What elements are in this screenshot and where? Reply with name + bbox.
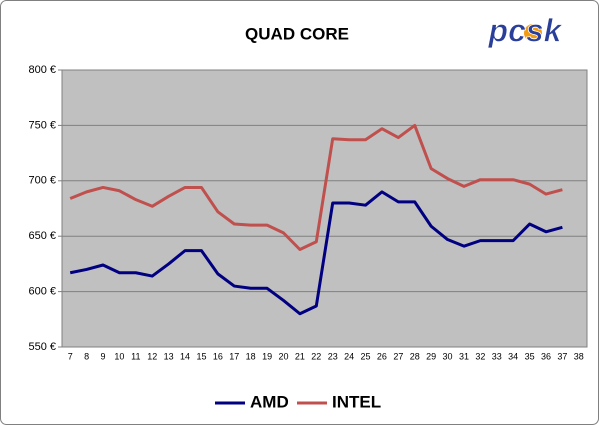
- legend-label: INTEL: [332, 392, 381, 411]
- x-tick-label: 18: [246, 351, 256, 361]
- y-tick-label: 700 €: [28, 175, 56, 187]
- x-tick-label: 36: [541, 351, 551, 361]
- plot-area: [61, 69, 588, 348]
- x-tick-label: 27: [393, 351, 403, 361]
- x-tick-label: 7: [68, 351, 73, 361]
- x-tick-label: 34: [508, 351, 518, 361]
- x-tick-label: 21: [295, 351, 305, 361]
- x-tick-label: 16: [213, 351, 223, 361]
- x-tick-label: 32: [475, 351, 485, 361]
- x-tick-label: 28: [410, 351, 420, 361]
- x-tick-label: 26: [377, 351, 387, 361]
- x-tick-label: 8: [84, 351, 89, 361]
- y-tick-label: 650 €: [28, 230, 56, 242]
- y-tick-label: 600 €: [28, 286, 56, 298]
- x-tick-label: 25: [361, 351, 371, 361]
- x-tick-label: 22: [311, 351, 321, 361]
- y-tick-label: 800 €: [28, 64, 56, 76]
- x-tick-label: 14: [180, 351, 190, 361]
- x-tick-label: 35: [525, 351, 535, 361]
- x-tick-label: 15: [196, 351, 206, 361]
- y-tick-label: 550 €: [28, 341, 56, 353]
- x-tick-label: 20: [278, 351, 288, 361]
- x-tick-label: 24: [344, 351, 354, 361]
- x-tick-label: 13: [164, 351, 174, 361]
- x-tick-label: 10: [114, 351, 124, 361]
- logo-flame: [524, 24, 542, 42]
- line-series: [69, 123, 563, 251]
- x-tick-label: 38: [574, 351, 584, 361]
- x-tick-label: 31: [459, 351, 469, 361]
- x-tick-label: 29: [426, 351, 436, 361]
- x-tick-label: 30: [443, 351, 453, 361]
- y-tick-label: 750 €: [28, 119, 56, 131]
- x-tick-label: 19: [262, 351, 272, 361]
- x-tick-label: 37: [557, 351, 567, 361]
- x-tick-label: 23: [328, 351, 338, 361]
- x-tick-label: 12: [147, 351, 157, 361]
- logo: pcsk: [488, 12, 564, 48]
- line-series: [69, 190, 563, 316]
- x-tick-label: 9: [101, 351, 106, 361]
- x-tick-label: 11: [131, 351, 140, 361]
- x-tick-label: 33: [492, 351, 502, 361]
- chart-title: QUAD CORE: [245, 24, 349, 43]
- legend-label: AMD: [250, 392, 289, 411]
- x-tick-label: 17: [229, 351, 239, 361]
